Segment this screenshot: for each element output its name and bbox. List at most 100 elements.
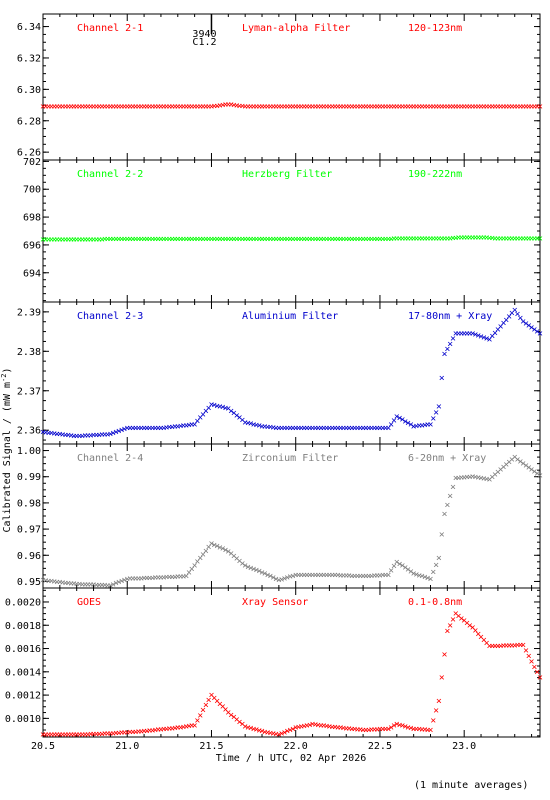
data-point: × bbox=[301, 721, 307, 732]
data-point: × bbox=[284, 573, 290, 584]
data-point: × bbox=[147, 726, 153, 737]
data-point: × bbox=[178, 572, 184, 583]
data-point: × bbox=[422, 572, 428, 583]
data-point: × bbox=[425, 234, 431, 245]
data-point: × bbox=[228, 406, 234, 417]
data-point: × bbox=[354, 423, 360, 434]
data-point: × bbox=[231, 712, 237, 723]
data-point: × bbox=[442, 234, 448, 245]
data-point: × bbox=[371, 102, 377, 113]
data-point: × bbox=[411, 234, 417, 245]
data-point: × bbox=[208, 690, 214, 701]
data-point: × bbox=[349, 724, 355, 735]
data-point: × bbox=[46, 428, 52, 439]
data-point: × bbox=[436, 234, 442, 245]
data-point: × bbox=[220, 544, 226, 555]
data-point: × bbox=[329, 570, 335, 581]
data-point: × bbox=[425, 725, 431, 736]
data-point: × bbox=[245, 418, 251, 429]
data-point: × bbox=[458, 473, 464, 484]
data-point: × bbox=[214, 541, 220, 552]
data-point: × bbox=[225, 99, 231, 110]
data-point: × bbox=[374, 570, 380, 581]
data-point: × bbox=[506, 102, 512, 113]
data-point: × bbox=[366, 571, 372, 582]
data-point: × bbox=[133, 423, 139, 434]
data-point: × bbox=[119, 234, 125, 245]
data-point: × bbox=[225, 234, 231, 245]
data-point: × bbox=[65, 430, 71, 441]
data-point: × bbox=[366, 234, 372, 245]
data-point: × bbox=[99, 729, 105, 740]
data-point: × bbox=[436, 553, 442, 564]
data-point: × bbox=[206, 102, 212, 113]
data-point: × bbox=[363, 725, 369, 736]
data-point: × bbox=[225, 546, 231, 557]
data-point: × bbox=[312, 570, 318, 581]
data-point: × bbox=[273, 423, 279, 434]
data-point: × bbox=[439, 673, 445, 684]
data-point: × bbox=[290, 571, 296, 582]
panel-frame bbox=[42, 443, 541, 589]
data-point: × bbox=[144, 234, 150, 245]
data-point: × bbox=[211, 693, 217, 704]
data-point: × bbox=[402, 563, 408, 574]
data-point: × bbox=[447, 339, 453, 350]
data-point: × bbox=[141, 726, 147, 737]
data-point: × bbox=[324, 423, 330, 434]
data-point: × bbox=[169, 572, 175, 583]
data-point: × bbox=[248, 102, 254, 113]
data-point: × bbox=[444, 234, 450, 245]
data-point: × bbox=[48, 428, 54, 439]
data-point: × bbox=[211, 234, 217, 245]
data-point: × bbox=[40, 234, 46, 245]
data-point: × bbox=[399, 102, 405, 113]
data-point: × bbox=[251, 234, 257, 245]
data-point: × bbox=[464, 232, 470, 243]
data-point: × bbox=[164, 724, 170, 735]
data-point: × bbox=[430, 715, 436, 726]
data-point: × bbox=[352, 423, 358, 434]
data-point: × bbox=[408, 723, 414, 734]
y-tick-label: 1.00 bbox=[17, 446, 41, 457]
data-point: × bbox=[447, 620, 453, 631]
data-point: × bbox=[62, 102, 68, 113]
data-point: × bbox=[529, 323, 535, 334]
data-point: × bbox=[237, 556, 243, 567]
data-point: × bbox=[310, 423, 316, 434]
data-point: × bbox=[194, 557, 200, 568]
data-point: × bbox=[354, 571, 360, 582]
data-point: × bbox=[374, 102, 380, 113]
data-point: × bbox=[472, 626, 478, 637]
data-point: × bbox=[267, 102, 273, 113]
data-point: × bbox=[517, 640, 523, 651]
data-point: × bbox=[220, 402, 226, 413]
data-point: × bbox=[262, 727, 268, 738]
data-point: × bbox=[91, 102, 97, 113]
data-point: × bbox=[121, 102, 127, 113]
data-point: × bbox=[110, 428, 116, 439]
data-point: × bbox=[166, 102, 172, 113]
data-point: × bbox=[183, 722, 189, 733]
data-point: × bbox=[534, 102, 540, 113]
data-point: × bbox=[312, 423, 318, 434]
data-point: × bbox=[200, 409, 206, 420]
data-point: × bbox=[220, 702, 226, 713]
data-point: × bbox=[450, 102, 456, 113]
data-point: × bbox=[239, 719, 245, 730]
data-point: × bbox=[413, 724, 419, 735]
data-point: × bbox=[155, 102, 161, 113]
data-point: × bbox=[214, 234, 220, 245]
y-axis-label: Calibrated Signal / (mW m-2) bbox=[0, 368, 13, 533]
data-point: × bbox=[276, 102, 282, 113]
data-point: × bbox=[439, 234, 445, 245]
data-point: × bbox=[298, 423, 304, 434]
data-point: × bbox=[534, 327, 540, 338]
data-point: × bbox=[79, 729, 85, 740]
data-point: × bbox=[343, 102, 349, 113]
data-point: × bbox=[380, 423, 386, 434]
data-point: × bbox=[200, 234, 206, 245]
data-point: × bbox=[178, 421, 184, 432]
data-point: × bbox=[93, 234, 99, 245]
data-point: × bbox=[116, 577, 122, 588]
